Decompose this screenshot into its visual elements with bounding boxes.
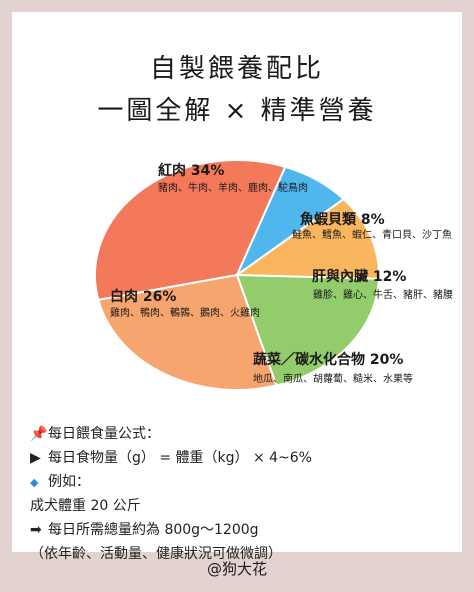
formula-line: ▶ 每日食物量（g） = 體重（kg） × 4~6% bbox=[30, 446, 312, 470]
formula-title: 每日餵食量公式： bbox=[48, 426, 160, 442]
footer-bar bbox=[0, 552, 474, 592]
diamond-icon: ◆ bbox=[30, 476, 39, 489]
slice-label-1: 魚蝦貝類 8% bbox=[300, 211, 385, 228]
example-title: 例如： bbox=[48, 474, 90, 490]
title-line-1: 自製餵養配比 bbox=[149, 54, 324, 84]
slice-items-4: 雞肉、鴨肉、鵪鶉、鵝肉、火雞肉 bbox=[110, 306, 260, 319]
slice-label-2: 肝與內臟 12% bbox=[312, 268, 406, 285]
slice-items-1: 鮭魚、鱈魚、蝦仁、青口貝、沙丁魚 bbox=[292, 228, 452, 241]
slice-label-4: 白肉 26% bbox=[110, 288, 176, 305]
pie-slice-2 bbox=[233, 197, 380, 280]
formula-title-line: 📌每日餵食量公式： bbox=[30, 422, 312, 446]
credit-handle: @狗大花 bbox=[206, 560, 267, 578]
title-line-2: 一圖全解 × 精準營養 bbox=[97, 96, 377, 126]
total-line: ➡ 每日所需總量約為 800g～1200g bbox=[30, 518, 312, 542]
slice-items-0: 豬肉、牛肉、羊肉、鹿肉、駝鳥肉 bbox=[158, 181, 308, 194]
feeding-notes: 📌每日餵食量公式： ▶ 每日食物量（g） = 體重（kg） × 4~6% ◆ 例如：… bbox=[30, 422, 312, 566]
pie-slice-0 bbox=[94, 159, 287, 302]
play-icon: ▶ bbox=[30, 450, 41, 466]
slice-label-3: 蔬菜／碳水化合物 20% bbox=[253, 351, 403, 368]
slice-items-2: 雞胗、雞心、牛舌、豬肝、豬腰 bbox=[313, 288, 453, 301]
example-title-line: ◆ 例如： bbox=[30, 470, 312, 494]
total: 每日所需總量約為 800g～1200g bbox=[48, 522, 259, 538]
arrow-right-icon: ➡ bbox=[30, 522, 42, 538]
slice-label-0: 紅肉 34% bbox=[158, 162, 224, 179]
pin-icon: 📌 bbox=[30, 426, 48, 442]
pie-slice-3 bbox=[235, 273, 380, 387]
formula: 每日食物量（g） = 體重（kg） × 4~6% bbox=[48, 450, 312, 466]
caveat-line: （依年齡、活動量、健康狀況可做微調） bbox=[30, 546, 282, 562]
pie-slice-4 bbox=[97, 273, 278, 391]
slice-items-3: 地瓜、南瓜、胡蘿蔔、糙米、水果等 bbox=[253, 372, 413, 385]
weight-line: 成犬體重 20 公斤 bbox=[30, 498, 141, 514]
